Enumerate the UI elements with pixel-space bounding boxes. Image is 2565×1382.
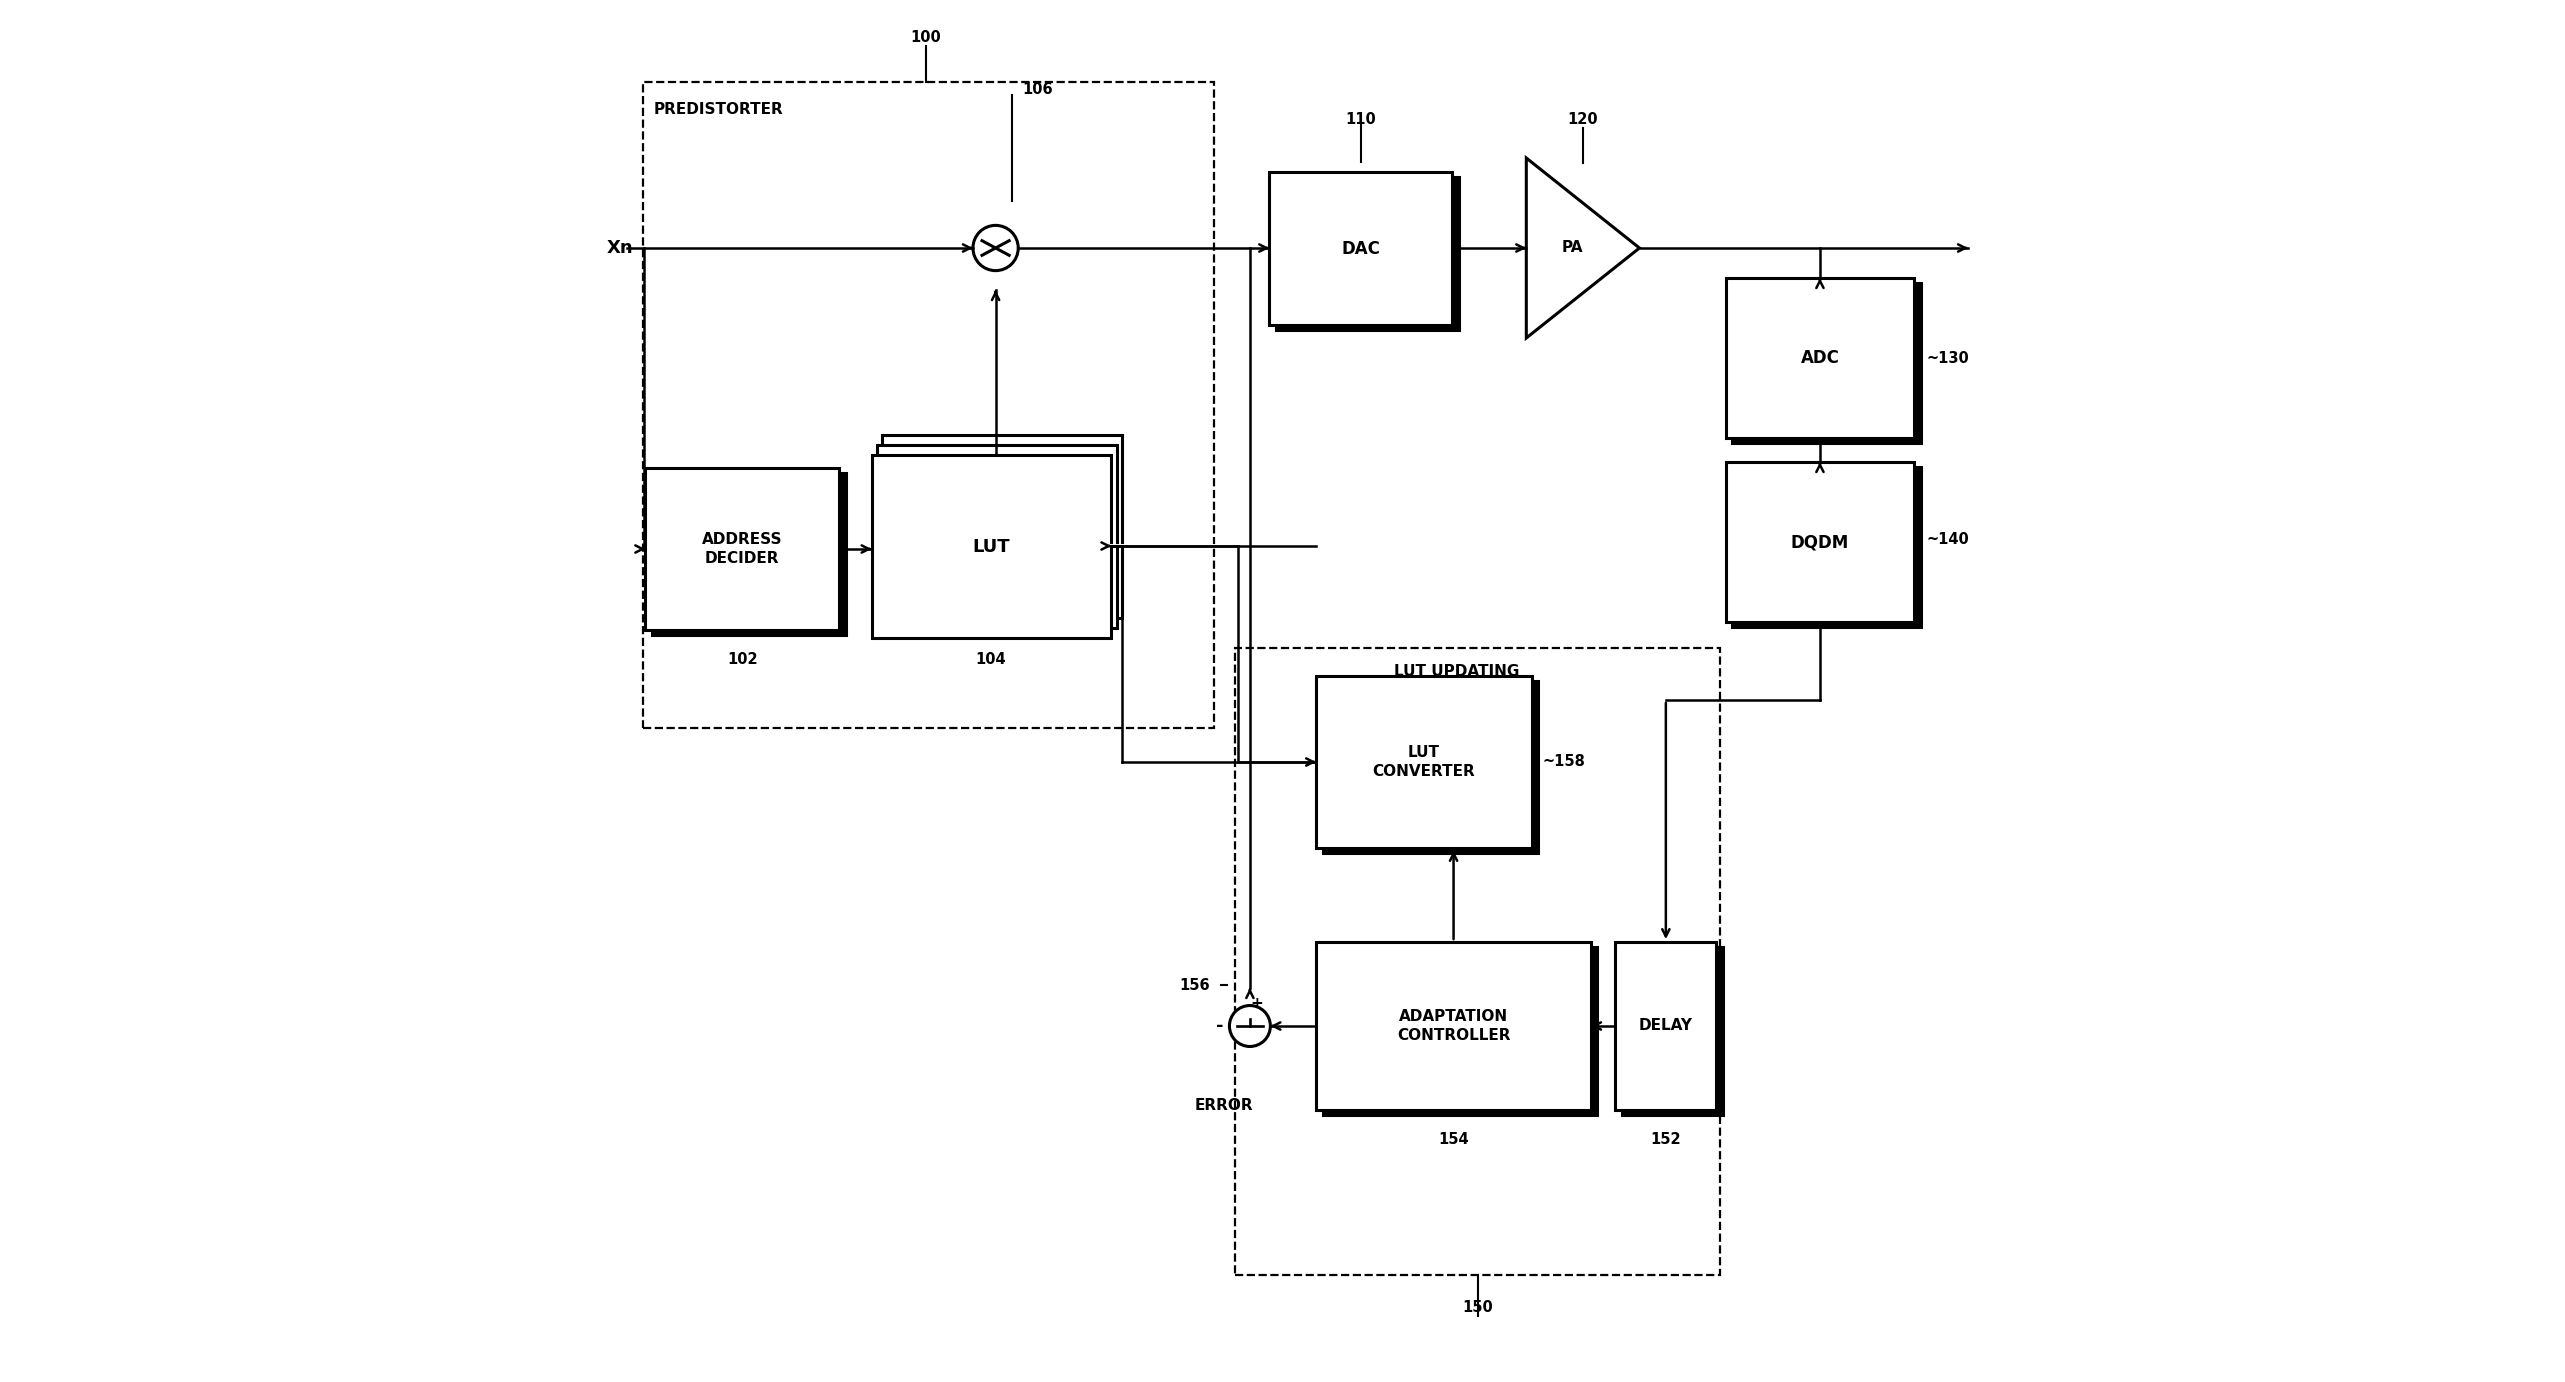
Circle shape [1229, 1006, 1270, 1046]
Text: 120: 120 [1567, 112, 1598, 127]
Circle shape [972, 225, 1018, 271]
Bar [1236, 648, 1721, 1276]
Text: 154: 154 [1439, 1132, 1470, 1147]
Text: 156: 156 [1180, 977, 1211, 992]
Text: -: - [1216, 1017, 1224, 1035]
Bar [1621, 948, 1724, 1115]
Bar [1316, 943, 1590, 1110]
Text: ~140: ~140 [1926, 532, 1970, 547]
Bar [1275, 177, 1459, 330]
Text: 110: 110 [1347, 112, 1377, 127]
Text: PA: PA [1562, 240, 1583, 256]
Text: ADDRESS
DECIDER: ADDRESS DECIDER [703, 532, 782, 567]
Text: ADC: ADC [1801, 350, 1839, 368]
Bar [1616, 943, 1716, 1110]
Text: 104: 104 [975, 652, 1005, 668]
Bar [882, 435, 1123, 618]
Bar [1726, 278, 1913, 438]
Text: LUT
CONVERTER: LUT CONVERTER [1372, 745, 1475, 779]
Bar [646, 468, 839, 630]
Text: ~130: ~130 [1926, 351, 1970, 365]
Text: 102: 102 [726, 652, 757, 668]
Bar [1731, 283, 1921, 444]
Text: 150: 150 [1462, 1300, 1493, 1316]
Text: ADAPTATION
CONTROLLER: ADAPTATION CONTROLLER [1398, 1009, 1511, 1043]
Bar [877, 445, 1116, 627]
Text: +: + [1249, 996, 1262, 1012]
Text: PREDISTORTER: PREDISTORTER [654, 102, 782, 117]
Text: 100: 100 [911, 30, 941, 46]
Bar [872, 455, 1111, 638]
Bar [1324, 948, 1598, 1115]
Bar [1324, 681, 1539, 854]
Bar [1316, 676, 1531, 849]
Bar [644, 82, 1213, 728]
Bar [1270, 171, 1452, 325]
Text: DQDM: DQDM [1790, 533, 1849, 551]
Text: LUT: LUT [972, 538, 1011, 556]
Text: LUT UPDATING: LUT UPDATING [1395, 665, 1518, 680]
Bar [1731, 467, 1921, 627]
Text: DAC: DAC [1341, 239, 1380, 257]
Text: 152: 152 [1649, 1132, 1680, 1147]
Text: ERROR: ERROR [1195, 1099, 1254, 1114]
Text: 106: 106 [1023, 83, 1054, 98]
Text: Xn: Xn [605, 239, 634, 257]
Bar [1726, 462, 1913, 622]
Text: DELAY: DELAY [1639, 1019, 1693, 1034]
Polygon shape [1526, 158, 1639, 339]
Bar [652, 474, 846, 636]
Text: ~158: ~158 [1542, 755, 1585, 770]
